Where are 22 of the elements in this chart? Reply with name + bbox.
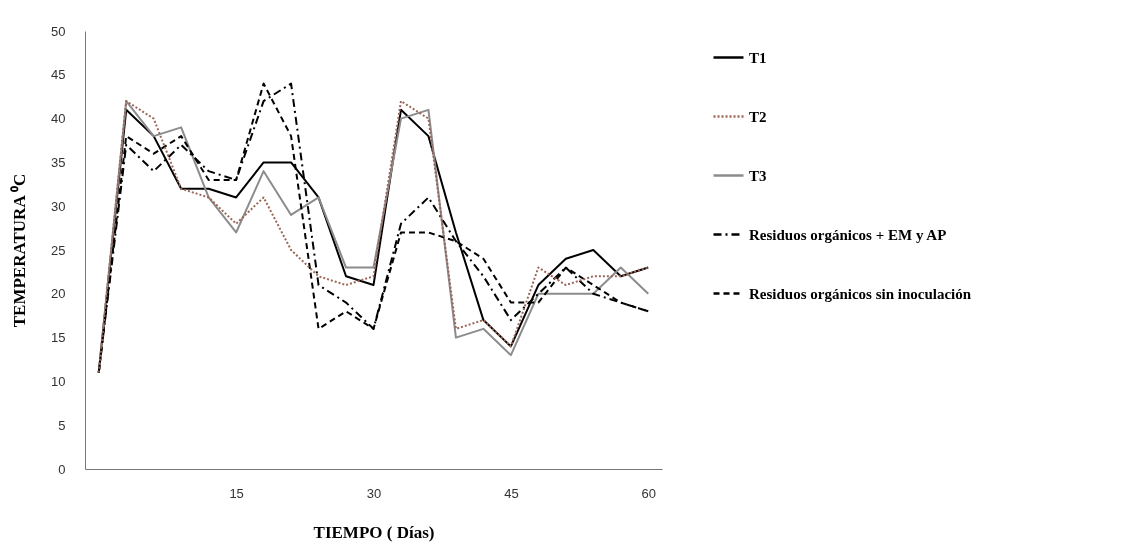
x-tick-label: 60 (641, 485, 656, 501)
x-tick-label: 30 (366, 485, 382, 501)
y-tick-label: 10 (51, 373, 66, 389)
legend-label: T3 (749, 167, 767, 184)
x-tick-label: 45 (504, 485, 519, 501)
y-tick-label: 50 (51, 23, 66, 39)
y-tick-label: 40 (51, 111, 66, 127)
y-tick-label: 25 (51, 242, 66, 258)
legend-label: Residuos orgánicos sin inoculación (749, 285, 972, 302)
legend-label: T2 (749, 108, 767, 125)
y-tick-label: 0 (58, 461, 66, 477)
y-tick-label: 20 (51, 286, 66, 302)
y-tick-label: 5 (58, 417, 66, 433)
y-tick-label: 30 (51, 198, 66, 214)
x-tick-label: 15 (229, 485, 244, 501)
x-axis-title: TIEMPO ( Días) (313, 522, 435, 542)
y-tick-label: 35 (51, 154, 66, 170)
legend-label: T1 (749, 49, 767, 66)
y-tick-label: 45 (51, 67, 66, 83)
y-axis-title: TEMPERATURA ⁰C (10, 173, 30, 328)
y-tick-label: 15 (51, 330, 66, 346)
legend-label: Residuos orgánicos + EM y AP (749, 226, 947, 243)
